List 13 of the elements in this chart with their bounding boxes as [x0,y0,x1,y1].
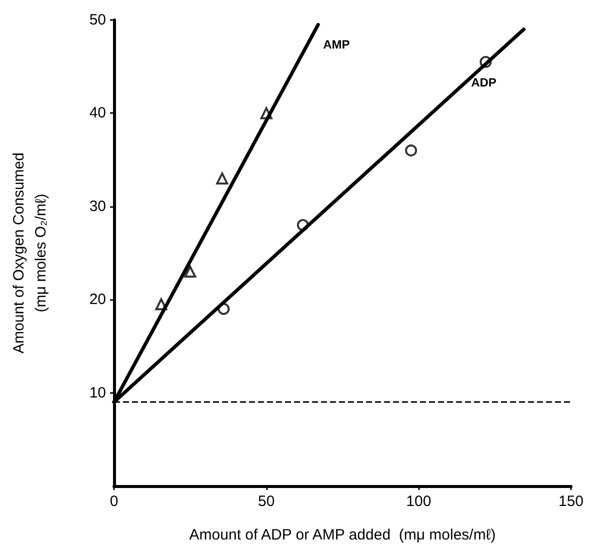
y-axis-title: Amount of Oxygen Consumed (mμ moles O₂/mℓ) [10,152,50,354]
series-label: AMP [323,38,350,52]
x-tick-label: 100 [406,493,432,510]
x-tick-label: 50 [258,493,275,510]
y-tick-label: 50 [89,12,106,28]
x-tick-label: 150 [558,493,584,510]
x-axis-title: Amount of ADP or AMP added (mμ moles/mℓ) [189,526,496,544]
y-tick-label: 30 [89,198,106,215]
series-label: ADP [471,75,496,90]
x-tick-label: 0 [110,493,118,510]
y-tick-label: 40 [89,104,106,122]
y-tick-label: 20 [89,291,106,308]
y-tick-label: 10 [89,384,106,402]
